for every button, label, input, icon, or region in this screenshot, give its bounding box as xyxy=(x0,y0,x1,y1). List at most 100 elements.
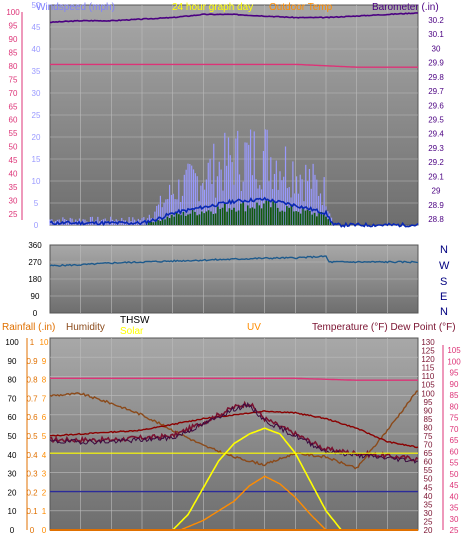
direction-axis-label: 270 xyxy=(28,258,42,267)
pink-axis-label: 85 xyxy=(9,48,18,57)
temperature-axis-label: 105 xyxy=(421,381,435,390)
wind-axis-label: 35 xyxy=(32,67,41,76)
dew-point-axis-label: 100 xyxy=(447,357,461,366)
wind-direction-line xyxy=(49,255,419,267)
pink-axis-label: 50 xyxy=(9,143,18,152)
rainfall-axis-label: 0 xyxy=(10,526,15,535)
pink-axis-label: 25 xyxy=(9,210,18,219)
solar-label: Solar xyxy=(120,326,144,337)
rainfall-axis-label: 60 xyxy=(8,413,17,422)
uv-axis-label: 10 xyxy=(40,338,49,347)
pink-axis-label: 80 xyxy=(9,62,18,71)
dew-point-axis-label: 30 xyxy=(450,515,459,524)
direction-axis-label: 180 xyxy=(28,275,42,284)
temperature-axis-label: 70 xyxy=(424,441,433,450)
uv-axis-label: 9 xyxy=(42,357,47,366)
outdoor-temp-line xyxy=(50,63,418,68)
thsw-line xyxy=(49,400,419,462)
uv-axis-label: 3 xyxy=(42,470,47,479)
temperature-axis-label: 65 xyxy=(424,449,433,458)
dew-point-axis-label: 25 xyxy=(450,526,459,535)
dew-point-axis-label: 90 xyxy=(450,380,459,389)
wind-axis-label: 5 xyxy=(34,199,39,208)
barometer-label: Barometer (.in) xyxy=(372,2,439,13)
dew-point-axis-label: 70 xyxy=(450,425,459,434)
pink-axis-label: 70 xyxy=(9,89,18,98)
rainfall-axis-label: 70 xyxy=(8,394,17,403)
outdoor-temp-label: Outdoor Temp xyxy=(269,2,333,13)
fraction-axis-label: 0.1 xyxy=(26,507,38,516)
humidity-line xyxy=(49,390,419,470)
pink-axis-label: 55 xyxy=(9,129,18,138)
time-tick-label: 10 PM xyxy=(376,536,399,545)
fraction-axis-label: 0.9 xyxy=(26,357,38,366)
dew-point-axis-label: 80 xyxy=(450,402,459,411)
temperature-axis-label: 60 xyxy=(424,458,433,467)
uv-axis-label: 2 xyxy=(42,488,47,497)
time-tick-label: 4 PM xyxy=(286,536,305,545)
fraction-axis-label: 0.6 xyxy=(26,413,38,422)
temperature-axis-label: 130 xyxy=(421,338,435,347)
humidity-label: Humidity xyxy=(66,322,105,333)
time-tick-label: 8 AM xyxy=(164,536,183,545)
uv-axis-label: 4 xyxy=(42,451,47,460)
time-tick-label: 10 AM xyxy=(192,536,215,545)
compass-n-bottom: N xyxy=(440,306,448,318)
wind-average-line xyxy=(49,196,419,228)
temperature-axis-label: 125 xyxy=(421,347,435,356)
time-tick-label: 8 AM xyxy=(164,230,183,239)
time-tick-label: 6 PM xyxy=(317,230,336,239)
wind-axis-label: 20 xyxy=(32,133,41,142)
dew-point-axis-label: 75 xyxy=(450,414,459,423)
fraction-axis-label: 0.7 xyxy=(26,394,38,403)
temperature-axis-label: 85 xyxy=(424,415,433,424)
time-tick-label: 6 AM xyxy=(133,536,152,545)
rainfall-axis-label: 30 xyxy=(8,470,17,479)
pink-axis-label: 45 xyxy=(9,156,18,165)
temp-dew-label: Temperature (°F) Dew Point (°F) xyxy=(312,322,456,333)
fraction-axis-label: 0 xyxy=(30,526,35,535)
fraction-axis-label: 1 xyxy=(30,338,35,347)
time-tick-label: 2 PM xyxy=(255,230,274,239)
rainfall-axis-label: 90 xyxy=(8,357,17,366)
rainfall-axis-label: 100 xyxy=(5,338,19,347)
dew-point-axis-label: 50 xyxy=(450,470,459,479)
time-tick-label: 2 PM xyxy=(255,536,274,545)
barometer-axis-label: 29.2 xyxy=(428,158,444,167)
uv-axis-label: 8 xyxy=(42,376,47,385)
dew-point-axis-label: 85 xyxy=(450,391,459,400)
wind-axis-label: 0 xyxy=(34,221,39,230)
uv-axis-label: 6 xyxy=(42,413,47,422)
barometer-axis-label: 30 xyxy=(432,44,441,53)
time-tick-label: 4 AM xyxy=(102,230,121,239)
pink-axis-label: 90 xyxy=(9,35,18,44)
rainfall-label: Rainfall (.in) xyxy=(2,322,55,333)
direction-axis-label: 90 xyxy=(31,292,40,301)
temperature-axis-label: 115 xyxy=(422,364,435,373)
barometer-axis-label: 30.1 xyxy=(428,30,444,39)
time-tick-label: 10 PM xyxy=(376,230,399,239)
barometer-axis-label: 29.8 xyxy=(428,73,444,82)
pink-axis-label: 40 xyxy=(9,170,18,179)
direction-axis-label: 360 xyxy=(28,241,42,250)
compass-n-top: N xyxy=(440,244,448,256)
barometer-axis-label: 29 xyxy=(432,187,441,196)
time-tick-label: 6 AM xyxy=(133,230,152,239)
time-tick-label: 0 AM xyxy=(409,230,428,239)
dew-point-axis-label: 35 xyxy=(450,504,459,513)
time-tick-label: 4 PM xyxy=(286,230,305,239)
fraction-axis-label: 0.2 xyxy=(26,488,38,497)
pink-axis-label: 95 xyxy=(9,21,18,30)
barometer-axis-label: 28.8 xyxy=(428,215,444,224)
wind-axis-label: 10 xyxy=(32,177,41,186)
temperature-axis-label: 90 xyxy=(424,406,433,415)
time-tick-label: 0 AM xyxy=(409,536,428,545)
wind-axis-label: 25 xyxy=(32,111,41,120)
rainfall-axis-label: 40 xyxy=(8,451,17,460)
uv-axis-label: 7 xyxy=(42,394,47,403)
compass-s: S xyxy=(440,276,447,288)
temperature-axis-label: 25 xyxy=(424,517,433,526)
uv-label: UV xyxy=(247,322,261,333)
barometer-axis-label: 29.7 xyxy=(428,87,444,96)
